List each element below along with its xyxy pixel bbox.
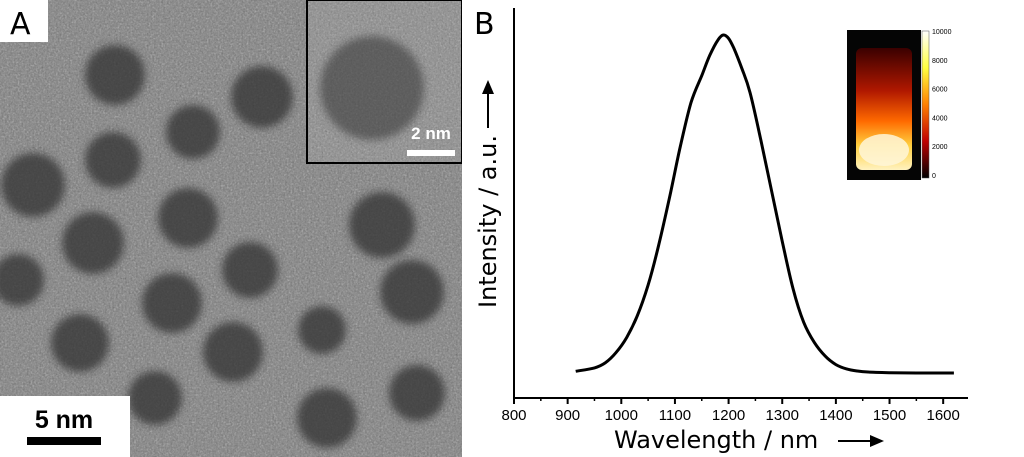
x-tick-label: 1600 xyxy=(926,407,959,424)
inset-scale-label: 2 nm xyxy=(411,124,451,143)
tem-image: 2 nm A 5 nm xyxy=(0,0,462,457)
x-tick-label: 1400 xyxy=(819,407,852,424)
x-tick-label: 1200 xyxy=(712,407,745,424)
x-tick-label: 1000 xyxy=(605,407,638,424)
colorbar-label: 8000 xyxy=(932,58,948,65)
colorbar-label: 4000 xyxy=(932,115,948,122)
x-axis-arrowhead xyxy=(870,435,884,447)
colorbar-labels: 10000 8000 6000 4000 2000 0 xyxy=(932,29,952,180)
scale-bar-label: 5 nm xyxy=(35,406,93,434)
nanoparticles xyxy=(0,45,445,448)
colorbar-label: 2000 xyxy=(932,144,948,151)
x-tick-label: 1300 xyxy=(766,407,799,424)
x-tick-label: 900 xyxy=(555,407,580,424)
inset-image: 2 nm xyxy=(306,0,462,164)
spectrum-plot: 800 900 1000 1100 1200 1300 1400 1500 1600 xyxy=(501,8,968,424)
colorbar-label: 10000 xyxy=(932,29,952,36)
panel-a-letter: A xyxy=(10,7,31,42)
x-tick-label: 800 xyxy=(501,407,526,424)
x-axis-label: Wavelength / nm xyxy=(614,426,818,454)
scale-bar-background xyxy=(0,396,130,457)
colorbar-label: 0 xyxy=(932,173,936,180)
colorbar xyxy=(921,30,930,179)
colorbar-label: 6000 xyxy=(932,87,948,94)
panel-b-letter: B xyxy=(474,7,495,42)
x-tick-label: 1100 xyxy=(659,407,691,424)
x-axis-title: Wavelength / nm xyxy=(614,426,884,454)
y-axis-title: Intensity / a.u. xyxy=(474,80,502,308)
y-axis-label: Intensity / a.u. xyxy=(474,135,502,308)
y-axis-arrowhead xyxy=(482,80,494,94)
vial-bright-spot xyxy=(859,134,909,166)
emission-curve xyxy=(575,33,954,375)
vial-inset: 10000 8000 6000 4000 2000 0 xyxy=(847,29,952,180)
scale-bar xyxy=(27,437,101,445)
panel-a-letter-background xyxy=(0,0,48,42)
x-ticks: 800 900 1000 1100 1200 1300 1400 1500 1600 xyxy=(501,398,960,424)
x-tick-label: 1500 xyxy=(873,407,906,424)
